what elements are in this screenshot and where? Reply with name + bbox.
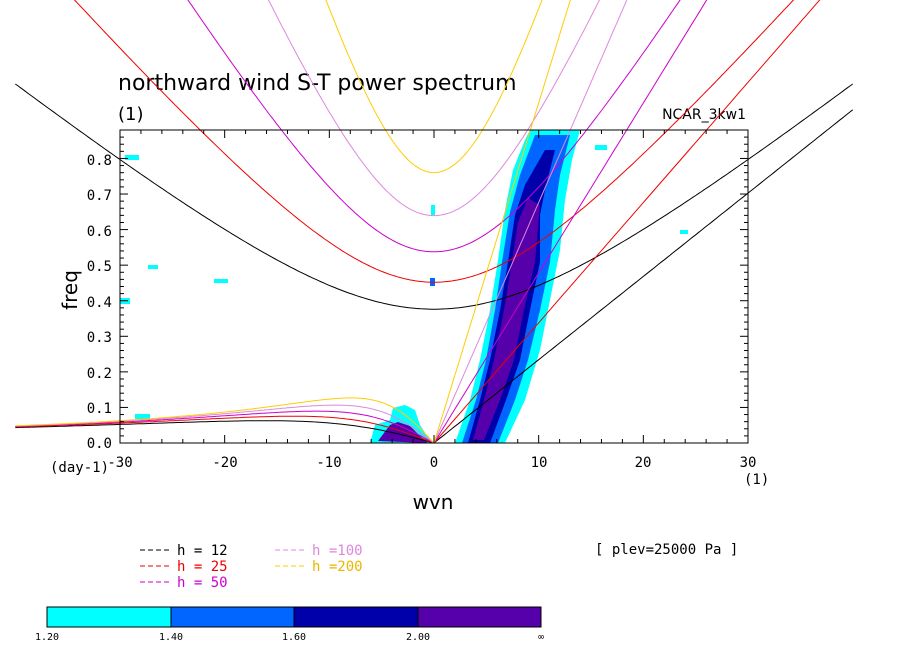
- x-tick-label: 0: [430, 455, 438, 471]
- colorbar-label: 1.60: [282, 632, 306, 643]
- x-tick-label: -10: [316, 455, 341, 471]
- x-tick-label: -20: [212, 455, 237, 471]
- y-axis-label: freq: [58, 270, 82, 310]
- kelvin-curve-25: [433, 0, 821, 443]
- y-tick-label: 0.7: [87, 188, 112, 204]
- patch: [125, 155, 139, 160]
- x-unit-label: (1): [744, 472, 769, 488]
- patch: [135, 414, 150, 419]
- rossby-curve-50: [15, 410, 435, 443]
- kelvin-curve-200: [433, 0, 571, 443]
- rossby-curve-12: [15, 420, 435, 443]
- patch: [680, 230, 688, 234]
- y-tick-label: 0.6: [87, 224, 112, 240]
- colorbar-label: 2.00: [406, 632, 430, 643]
- colorbar-swatch-3: [293, 606, 419, 628]
- x-tick-label: -30: [107, 455, 132, 471]
- inertio-gravity-curve-12: [15, 83, 853, 310]
- y-tick-label: 0.3: [87, 330, 112, 346]
- patch: [148, 265, 158, 269]
- patch: [595, 145, 607, 150]
- colorbar-label: 1.40: [159, 632, 183, 643]
- y-tick-label: 0.1: [87, 401, 112, 417]
- kelvin-curve-50: [433, 0, 708, 443]
- y-tick-label: 0.5: [87, 259, 112, 275]
- x-tick-label: 10: [531, 455, 548, 471]
- colorbar-label: ∞: [538, 632, 544, 643]
- dataset-label: NCAR_3kw1: [662, 107, 746, 123]
- kelvin-curve-100: [433, 0, 628, 443]
- axis-ticks: [119, 129, 749, 444]
- inertio-gravity-curve-100: [267, 0, 601, 217]
- legend-label-h12: h = 12: [177, 543, 228, 559]
- legend-label-h50: h = 50: [177, 575, 228, 591]
- y-unit-label: (day-1): [50, 460, 109, 476]
- legend: h = 12 h = 25 h = 50 h =100 h =200: [140, 543, 363, 591]
- colorbar-swatch-2: [170, 606, 295, 628]
- x-tick-label: 30: [740, 455, 757, 471]
- inertio-gravity-curve-50: [187, 0, 681, 253]
- plot-frame: [119, 129, 749, 444]
- rossby-curve-25: [15, 415, 435, 443]
- x-tick-label: 20: [635, 455, 652, 471]
- colorbar-swatch-4: [417, 606, 542, 628]
- pressure-level-label: [ plev=25000 Pa ]: [595, 542, 738, 558]
- y-tick-label: 0.2: [87, 366, 112, 382]
- kelvin-curve-12: [433, 109, 854, 443]
- dispersion-curves: [15, 0, 854, 443]
- legend-label-h100: h =100: [312, 543, 363, 559]
- y-tick-label: 0.0: [87, 436, 112, 452]
- legend-label-h25: h = 25: [177, 559, 228, 575]
- chart-subtitle: (1): [118, 104, 144, 125]
- rossby-curve-200: [15, 397, 435, 443]
- y-tick-label: 0.4: [87, 295, 112, 311]
- patch: [214, 279, 228, 283]
- inertio-gravity-curve-25: [73, 0, 795, 283]
- inertio-gravity-curve-200: [325, 0, 543, 174]
- patch: [431, 205, 435, 215]
- y-tick-label: 0.8: [87, 153, 112, 169]
- colorbar-swatch-1: [46, 606, 172, 628]
- colorbar: 1.20 1.40 1.60 2.00 ∞: [35, 606, 544, 643]
- x-axis-label: wvn: [413, 490, 454, 514]
- legend-label-h200: h =200: [312, 559, 363, 575]
- colorbar-label: 1.20: [35, 632, 59, 643]
- shaded-regions: [120, 130, 688, 443]
